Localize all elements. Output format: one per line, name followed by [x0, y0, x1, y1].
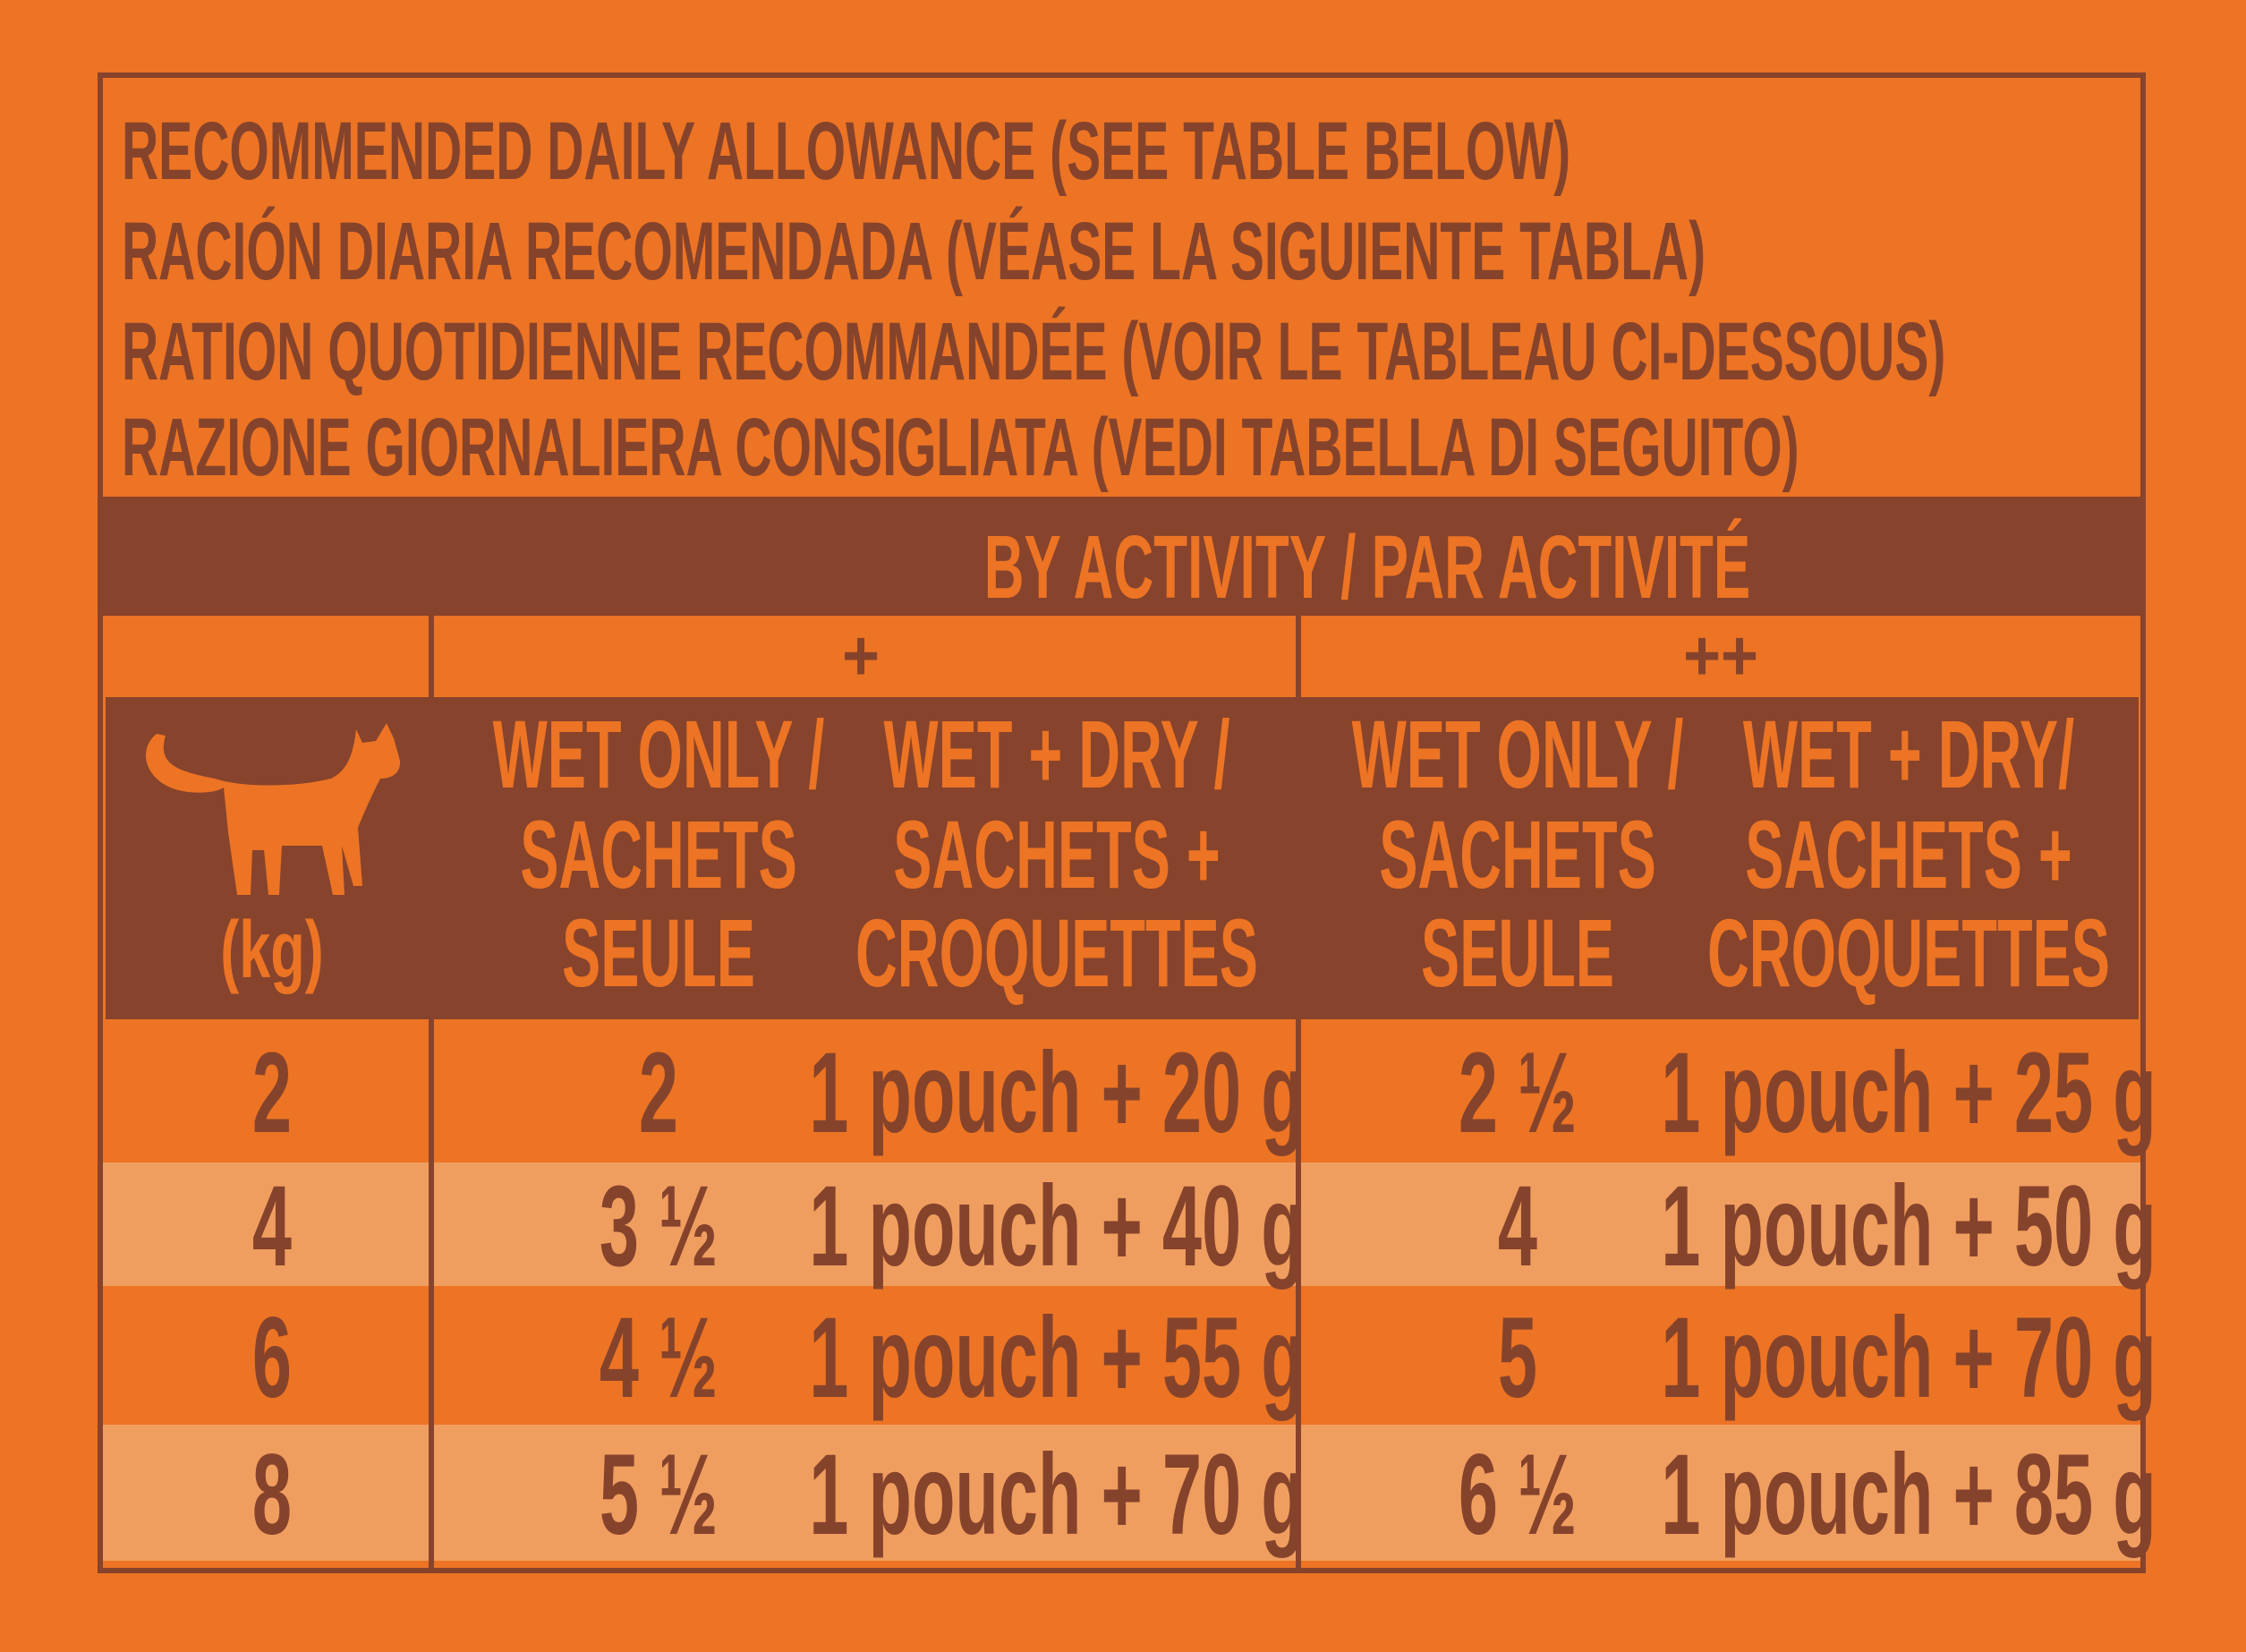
column-header-group: WET + DRY/ [1743, 700, 2074, 808]
column-header-group: SACHETS + [1745, 800, 2072, 908]
cell: 1 pouch + 70 g [1661, 1294, 2156, 1422]
column-header: SEULE [562, 898, 755, 1007]
cell-group: 5 [1498, 1294, 1537, 1422]
cell-group: 3 ½ [600, 1162, 718, 1290]
cell: 6 [252, 1294, 292, 1422]
activity-header-group: BY ACTIVITY / PAR ACTIVITÉ [984, 517, 1751, 617]
column-header-group: SACHETS [1379, 800, 1656, 908]
cell-group: 6 [252, 1294, 292, 1422]
cell: 2 [252, 1029, 292, 1157]
header-line: RECOMMENDED DAILY ALLOWANCE (SEE TABLE B… [122, 106, 1570, 197]
cell: 4 [1498, 1162, 1537, 1290]
cell: 5 ½ [600, 1431, 718, 1559]
cell-group: 1 pouch + 70 g [809, 1431, 1304, 1559]
weight-header: (kg) [220, 906, 323, 995]
column-header-group: SACHETS + [893, 800, 1220, 908]
column-header: CROQUETTES [1707, 898, 2110, 1007]
cell-group: 2 ½ [1459, 1029, 1577, 1157]
group-header-group: ++ [1683, 617, 1758, 696]
header-line-group: RECOMMENDED DAILY ALLOWANCE (SEE TABLE B… [122, 106, 1570, 197]
row-stripe [103, 1425, 2140, 1561]
frame [98, 72, 2146, 1573]
column-header-group: SEULE [1421, 898, 1614, 1007]
column-header-group: WET ONLY / [493, 700, 825, 808]
cell: 3 ½ [600, 1162, 718, 1290]
row-stripe [103, 1162, 2140, 1286]
cell: 1 pouch + 25 g [1661, 1029, 2156, 1157]
cell: 1 pouch + 55 g [809, 1294, 1304, 1422]
column-header-group: WET + DRY / [883, 700, 1229, 808]
header-line-group: RATION QUOTIDIENNE RECOMMANDÉE (VOIR LE … [122, 306, 1945, 397]
cell-group: 2 [639, 1029, 678, 1157]
cell: 2 ½ [1459, 1029, 1577, 1157]
group-header: ++ [1683, 617, 1758, 696]
cell: 4 [252, 1162, 292, 1290]
cell: 1 pouch + 85 g [1661, 1431, 2156, 1559]
column-header-group: SEULE [562, 898, 755, 1007]
cell-group: 2 [252, 1029, 292, 1157]
column-header: WET ONLY / [1352, 700, 1684, 808]
cell-group: 4 ½ [600, 1294, 718, 1422]
cell-group: 5 ½ [600, 1431, 718, 1559]
weight-header-group: (kg) [220, 906, 323, 995]
header-line: RATION QUOTIDIENNE RECOMMANDÉE (VOIR LE … [122, 306, 1945, 397]
column-header: WET + DRY / [883, 700, 1229, 808]
cell-group: 4 [252, 1162, 292, 1290]
column-header-group: SACHETS [520, 800, 797, 908]
cat-icon [145, 723, 401, 895]
cell-group: 6 ½ [1459, 1431, 1577, 1559]
cell: 1 pouch + 50 g [1661, 1162, 2156, 1290]
cell-group: 1 pouch + 20 g [809, 1029, 1304, 1157]
column-header-group: CROQUETTES [855, 898, 1258, 1007]
cell-group: 1 pouch + 85 g [1661, 1431, 2156, 1559]
activity-band [103, 497, 2140, 616]
column-header-group: CROQUETTES [1707, 898, 2110, 1007]
column-header: SACHETS [1379, 800, 1656, 908]
cell-group: 1 pouch + 55 g [809, 1294, 1304, 1422]
cell-group: 1 pouch + 70 g [1661, 1294, 2156, 1422]
cell-group: 1 pouch + 40 g [809, 1162, 1304, 1290]
column-header: WET ONLY / [493, 700, 825, 808]
column-header: SACHETS + [893, 800, 1220, 908]
cell: 1 pouch + 70 g [809, 1431, 1304, 1559]
group-header-group: + [842, 617, 880, 696]
column-header: CROQUETTES [855, 898, 1258, 1007]
cell-group: 1 pouch + 50 g [1661, 1162, 2156, 1290]
activity-header: BY ACTIVITY / PAR ACTIVITÉ [984, 517, 1751, 617]
cell-group: 8 [252, 1431, 292, 1559]
header-line-group: RAZIONE GIORNALIERA CONSIGLIATA (VEDI TA… [122, 402, 1799, 493]
column-header-group: WET ONLY / [1352, 700, 1684, 808]
cell-group: 4 [1498, 1162, 1537, 1290]
cell: 6 ½ [1459, 1431, 1577, 1559]
column-header: SEULE [1421, 898, 1614, 1007]
header-line-group: RACIÓN DIARIA RECOMENDADA (VÉASE LA SIGU… [122, 206, 1706, 297]
header-line: RAZIONE GIORNALIERA CONSIGLIATA (VEDI TA… [122, 402, 1799, 493]
column-header: SACHETS + [1745, 800, 2072, 908]
group-header: + [842, 617, 880, 696]
cell-group: 1 pouch + 25 g [1661, 1029, 2156, 1157]
cell: 5 [1498, 1294, 1537, 1422]
cell: 4 ½ [600, 1294, 718, 1422]
cell: 8 [252, 1431, 292, 1559]
column-header: SACHETS [520, 800, 797, 908]
column-header-band [106, 697, 2139, 1019]
header-line: RACIÓN DIARIA RECOMENDADA (VÉASE LA SIGU… [122, 206, 1706, 297]
cell: 1 pouch + 40 g [809, 1162, 1304, 1290]
cell: 1 pouch + 20 g [809, 1029, 1304, 1157]
cell: 2 [639, 1029, 678, 1157]
column-header: WET + DRY/ [1743, 700, 2074, 808]
